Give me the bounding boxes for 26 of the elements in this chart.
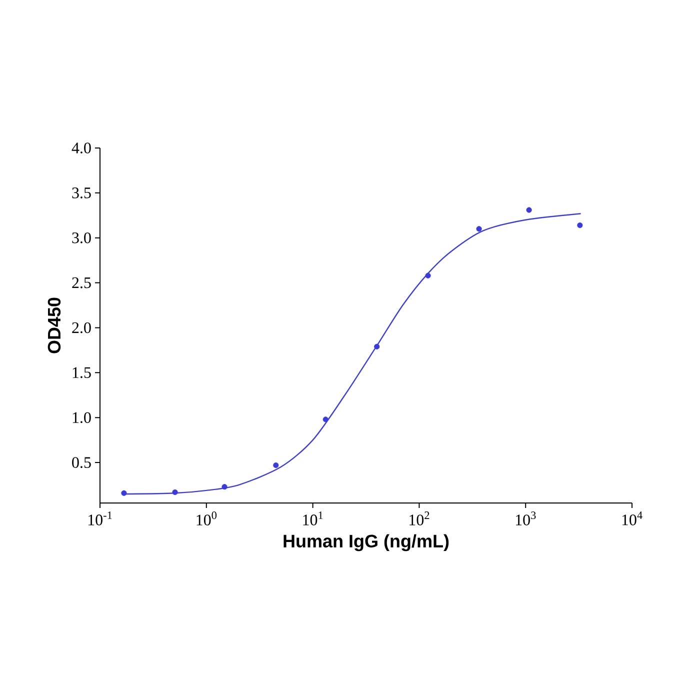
y-tick-label: 1.0 (72, 412, 91, 424)
point (425, 272, 431, 278)
x-tick-label: 10$^{2}$ (410, 512, 430, 526)
point (121, 490, 127, 496)
y-tick-label: 4.0 (72, 142, 91, 154)
point (172, 489, 178, 496)
x-tick-label: 10$^{-1}$ (88, 512, 112, 526)
x-tick-label: 10$^{4}$ (622, 512, 642, 526)
point (273, 462, 279, 468)
y-tick-label: 0.5 (72, 457, 91, 468)
x-tick-label: 10$^{0}$ (196, 512, 217, 526)
point (476, 226, 482, 232)
point (577, 222, 583, 228)
x-tick-label: 10$^{1}$ (303, 512, 323, 526)
y-axis-title: OD450 (48, 298, 61, 354)
y-tick-label: 3.5 (72, 188, 91, 198)
y-tick-label: 1.5 (72, 367, 91, 378)
point (322, 416, 328, 422)
point (222, 484, 228, 490)
x-tick-label: 10$^{3}$ (516, 512, 536, 526)
y-tick-label: 3.0 (72, 232, 91, 244)
y-tick-label: 2.5 (72, 277, 91, 288)
x-axis-title: Human IgG (ng/mL) (284, 534, 449, 552)
point (526, 207, 532, 213)
y-tick-label: 2.0 (72, 322, 91, 334)
point (374, 344, 380, 350)
